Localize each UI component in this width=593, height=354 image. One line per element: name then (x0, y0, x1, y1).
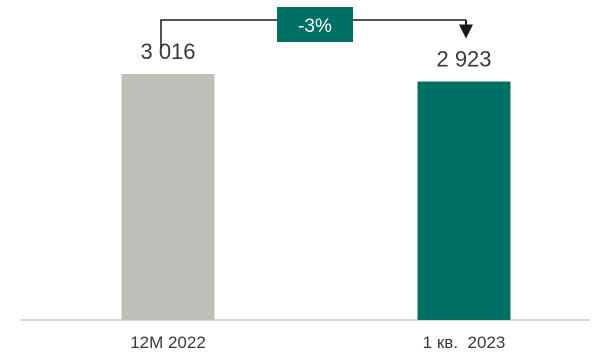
bar-12m-2022 (121, 73, 215, 321)
change-badge (277, 7, 353, 42)
category-label-q1-2023: 1 кв. 2023 (423, 333, 506, 352)
arrow-down-icon (459, 24, 473, 39)
change-badge-text: -3% (298, 16, 332, 37)
category-label-12m-2022: 12M 2022 (130, 333, 206, 352)
bar-q1-2023 (417, 81, 511, 320)
change-bracket-left (160, 19, 466, 48)
value-label-12m-2022: 3 016 (140, 39, 195, 64)
value-label-q1-2023: 2 923 (436, 47, 491, 72)
